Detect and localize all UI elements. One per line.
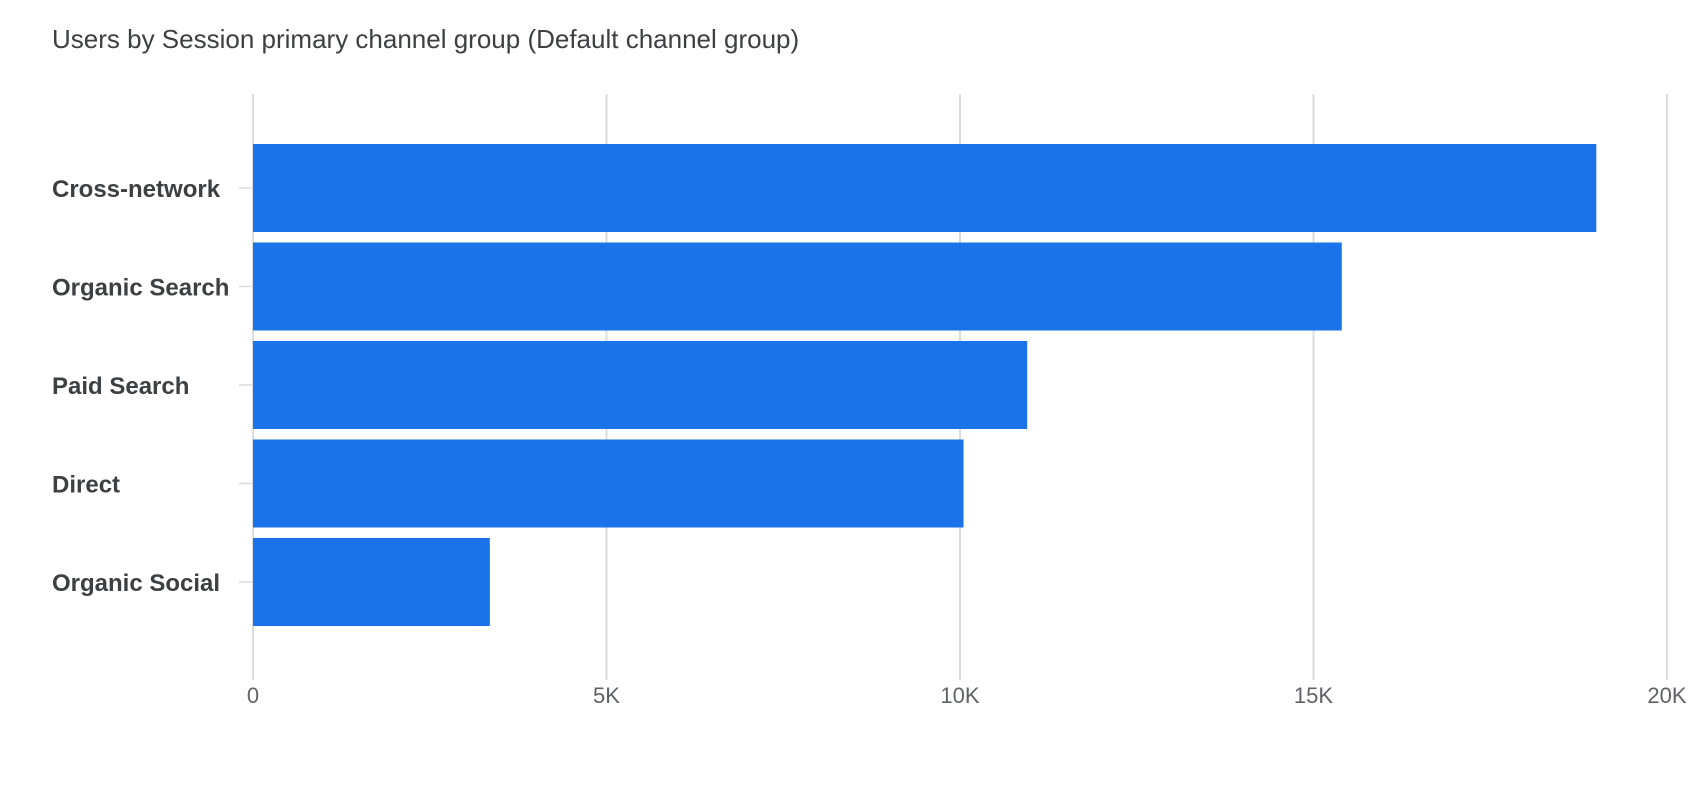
category-label: Organic Social — [52, 570, 220, 597]
chart-title: Users by Session primary channel group (… — [52, 24, 800, 54]
x-tick-label: 10K — [940, 683, 979, 708]
bar[interactable] — [253, 144, 1597, 232]
x-tick-label: 5K — [593, 683, 620, 708]
x-tick-label: 15K — [1294, 683, 1333, 708]
bar[interactable] — [253, 242, 1342, 331]
bar[interactable] — [253, 538, 490, 626]
category-label: Direct — [52, 472, 120, 499]
category-label: Cross-network — [52, 176, 221, 203]
bar[interactable] — [253, 341, 1028, 429]
x-tick-label: 20K — [1647, 683, 1686, 708]
category-label: Organic Search — [52, 275, 229, 302]
bar[interactable] — [253, 439, 964, 528]
category-label: Paid Search — [52, 373, 189, 400]
category-labels: Cross-network Organic Search Paid Search Di… — [52, 176, 229, 597]
x-tick-label: 0 — [247, 683, 259, 708]
bars — [253, 144, 1597, 626]
x-axis-tick-labels: 0 5K 10K 15K 20K — [247, 683, 1687, 708]
